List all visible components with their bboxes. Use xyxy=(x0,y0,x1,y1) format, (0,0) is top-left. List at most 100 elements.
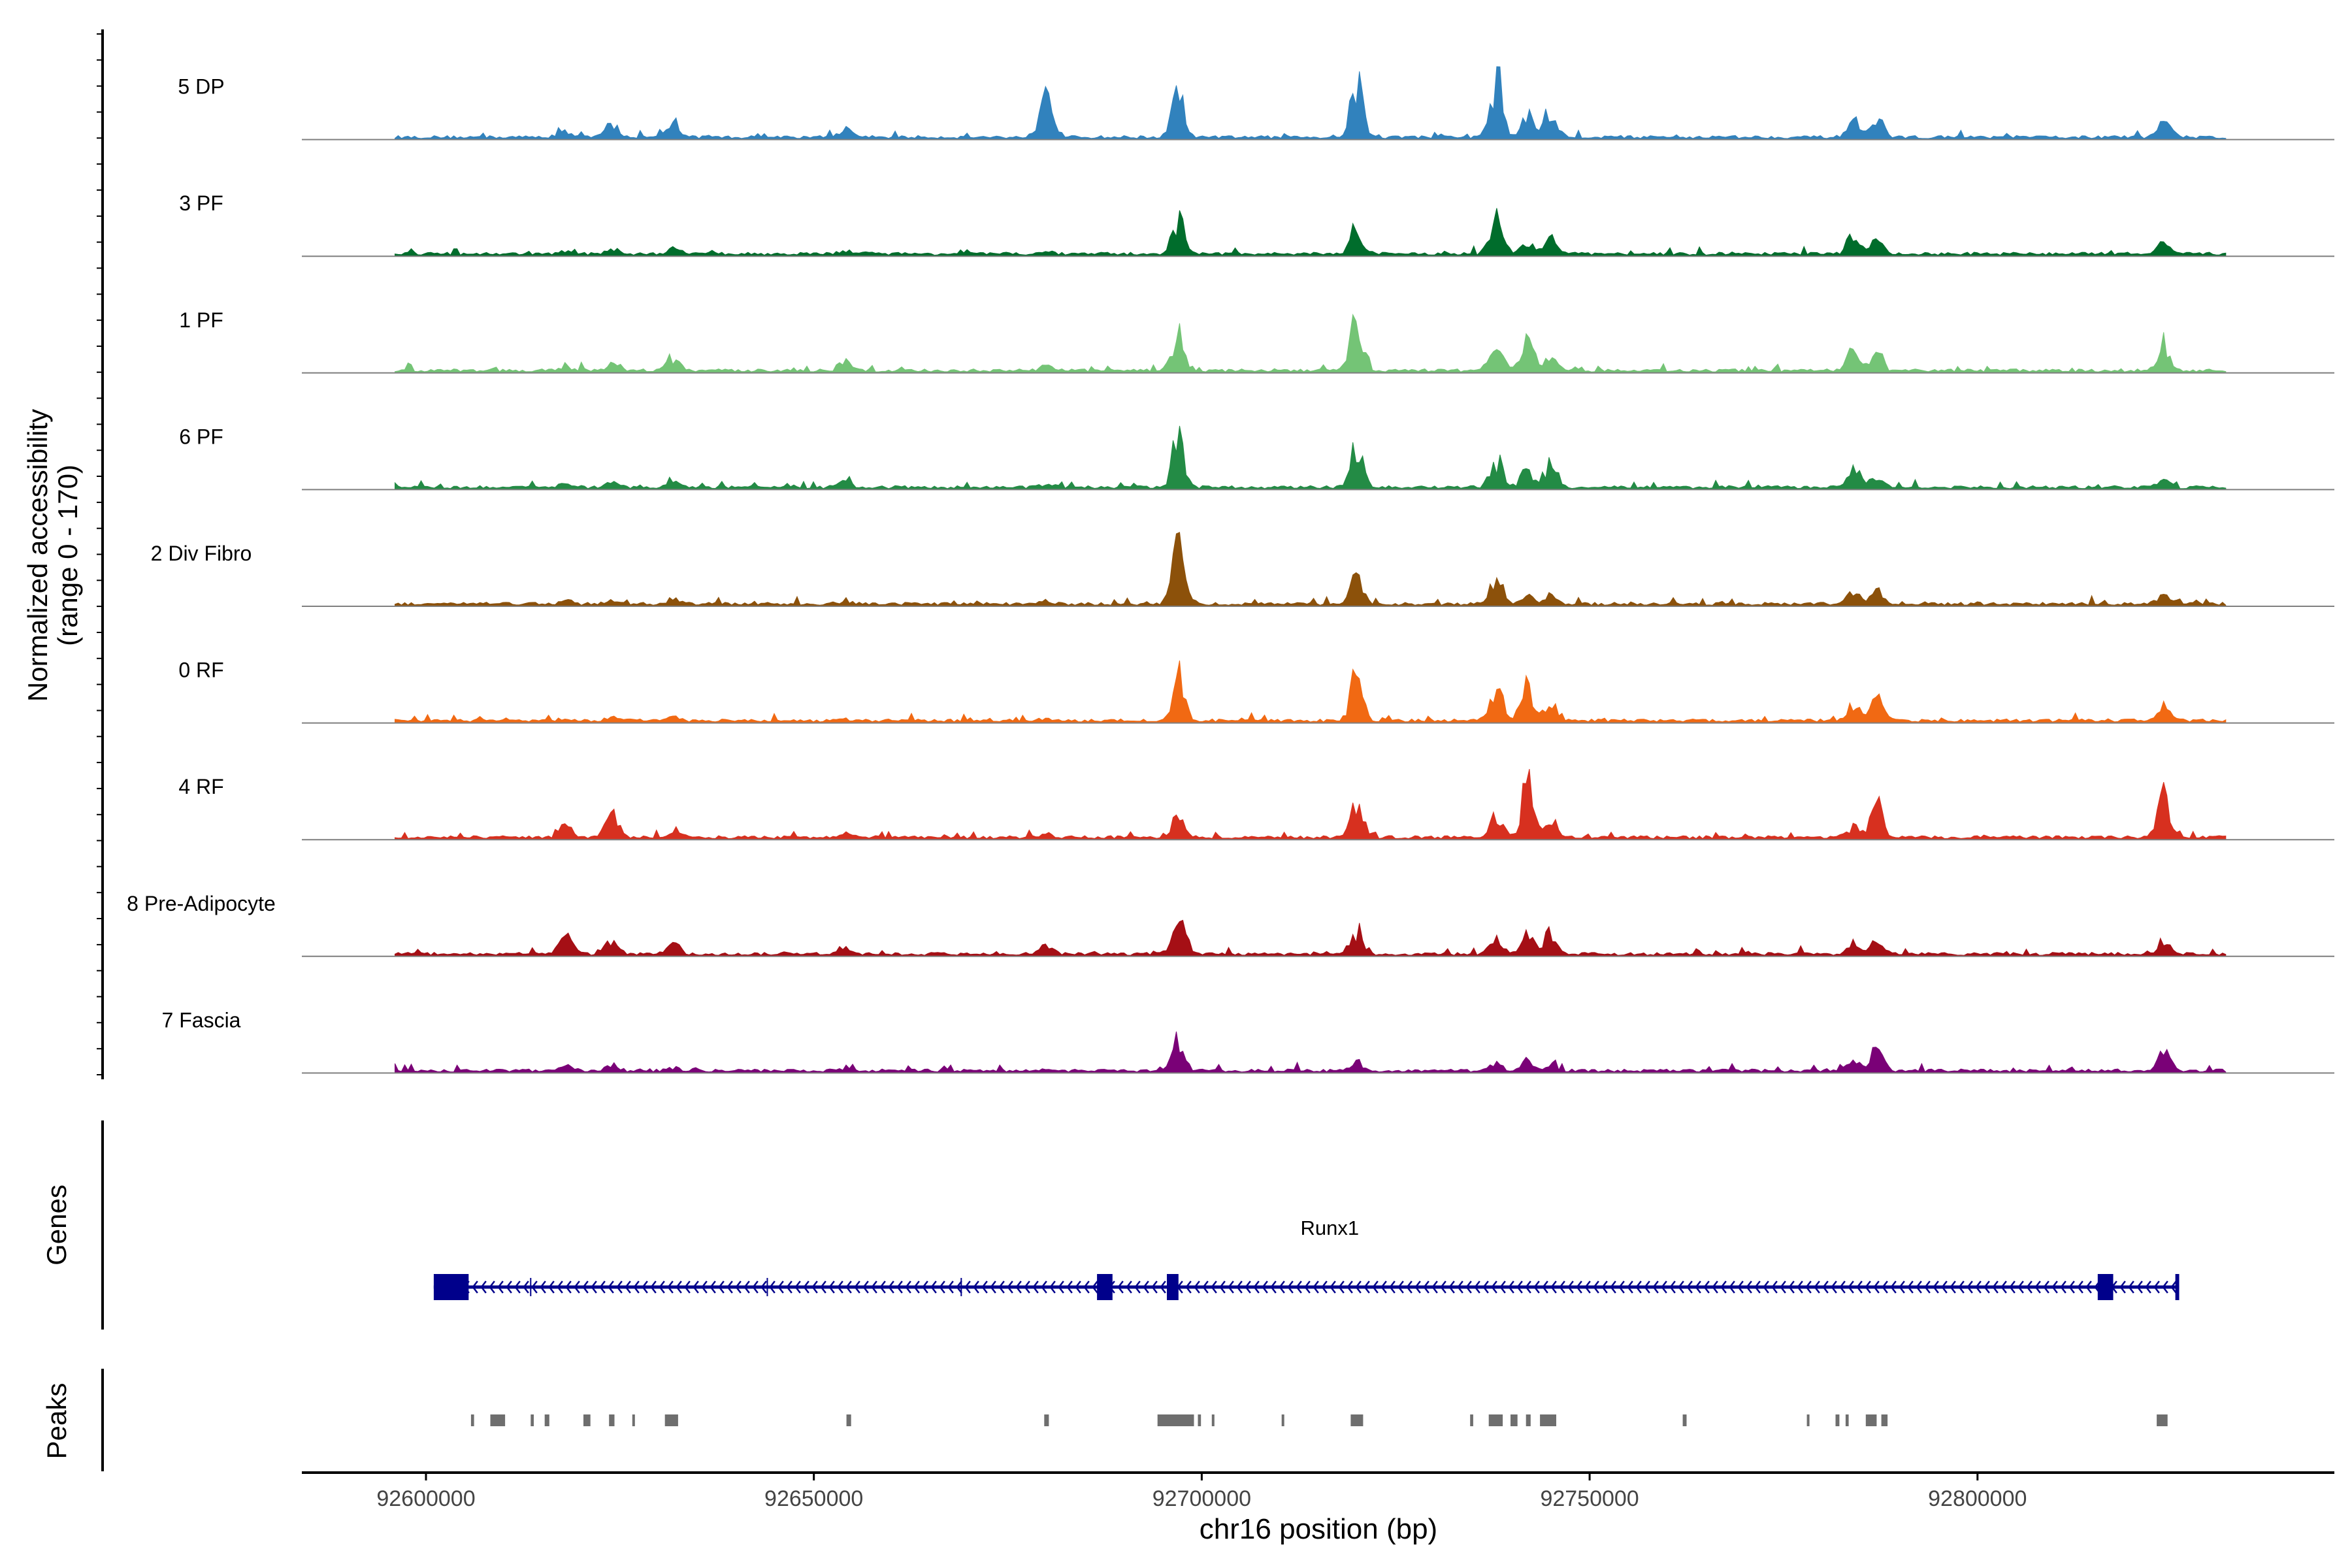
strand-chevron xyxy=(1771,1281,1778,1294)
strand-chevron xyxy=(531,1281,538,1294)
track-2: 1 PF xyxy=(179,308,2334,374)
strand-chevron xyxy=(633,1281,640,1294)
strand-chevron xyxy=(1627,1281,1633,1294)
strand-chevron xyxy=(2077,1281,2083,1294)
strand-chevron xyxy=(2145,1281,2151,1294)
peak-region-4 xyxy=(583,1414,591,1426)
track-label-2: 1 PF xyxy=(179,308,223,332)
strand-chevron xyxy=(684,1281,691,1294)
peak-region-22 xyxy=(1835,1414,1840,1426)
y-axis-label-line2: (range 0 - 170) xyxy=(52,465,83,646)
strand-chevron xyxy=(701,1281,708,1294)
x-axis-ticks: 92600000 92650000 92700000 92750000 92800000 xyxy=(376,1473,2027,1511)
strand-chevron xyxy=(2026,1281,2033,1294)
strand-chevron xyxy=(1984,1281,1990,1294)
track-label-3: 6 PF xyxy=(179,425,223,448)
strand-chevron xyxy=(1805,1281,1812,1294)
peak-region-9 xyxy=(1044,1414,1049,1426)
strand-chevron xyxy=(1967,1281,1973,1294)
strand-chevron xyxy=(1160,1281,1166,1294)
strand-chevron xyxy=(1950,1281,1956,1294)
peak-region-5 xyxy=(609,1414,615,1426)
peak-region-16 xyxy=(1488,1414,1503,1426)
strand-chevron xyxy=(1321,1281,1328,1294)
peak-region-10 xyxy=(1157,1414,1194,1426)
strand-chevron xyxy=(2162,1281,2168,1294)
track-1: 3 PF xyxy=(179,191,2334,257)
strand-chevron xyxy=(743,1281,750,1294)
strand-chevron xyxy=(1992,1281,1999,1294)
strand-chevron xyxy=(1330,1281,1336,1294)
strand-chevron xyxy=(1194,1281,1200,1294)
strand-chevron xyxy=(1117,1281,1124,1294)
peak-region-6 xyxy=(632,1414,635,1426)
track-0: 5 DP xyxy=(178,66,2334,140)
strand-chevron xyxy=(1380,1281,1387,1294)
peak-region-19 xyxy=(1540,1414,1556,1426)
strand-chevron xyxy=(981,1281,988,1294)
strand-chevron xyxy=(1737,1281,1744,1294)
strand-chevron xyxy=(1262,1281,1268,1294)
strand-chevron xyxy=(616,1281,623,1294)
strand-chevron xyxy=(1559,1281,1565,1294)
strand-chevron xyxy=(1729,1281,1735,1294)
gene-exon-0 xyxy=(433,1274,469,1300)
strand-chevron xyxy=(1525,1281,1531,1294)
strand-chevron xyxy=(1542,1281,1548,1294)
strand-chevron xyxy=(1389,1281,1396,1294)
strand-chevron xyxy=(1211,1281,1217,1294)
strand-chevron xyxy=(1219,1281,1226,1294)
strand-chevron xyxy=(1049,1281,1056,1294)
track-label-1: 3 PF xyxy=(179,191,223,215)
strand-chevron xyxy=(506,1281,512,1294)
strand-chevron xyxy=(1313,1281,1319,1294)
strand-chevron xyxy=(939,1281,945,1294)
strand-chevron xyxy=(557,1281,563,1294)
strand-chevron xyxy=(1720,1281,1727,1294)
strand-chevron xyxy=(1933,1281,1939,1294)
strand-chevron xyxy=(998,1281,1005,1294)
strand-chevron xyxy=(777,1281,784,1294)
strand-chevron xyxy=(1083,1281,1090,1294)
strand-chevron xyxy=(1143,1281,1149,1294)
strand-chevron xyxy=(1092,1281,1098,1294)
strand-chevron xyxy=(2001,1281,2007,1294)
strand-chevron xyxy=(1151,1281,1158,1294)
strand-chevron xyxy=(599,1281,606,1294)
track-label-4: 2 Div Fibro xyxy=(151,542,252,565)
peak-region-1 xyxy=(490,1414,506,1426)
peak-region-13 xyxy=(1281,1414,1284,1426)
strand-chevron xyxy=(1296,1281,1302,1294)
peak-region-25 xyxy=(1881,1414,1888,1426)
strand-chevron xyxy=(922,1281,928,1294)
peak-region-23 xyxy=(1845,1414,1849,1426)
peak-region-14 xyxy=(1350,1414,1364,1426)
y-axis-ticks xyxy=(97,33,103,1075)
coverage-area-0 xyxy=(395,66,2227,140)
strand-chevron xyxy=(1397,1281,1404,1294)
strand-chevron xyxy=(1686,1281,1693,1294)
strand-chevron xyxy=(1279,1281,1285,1294)
strand-chevron xyxy=(1270,1281,1277,1294)
strand-chevron xyxy=(845,1281,852,1294)
strand-chevron xyxy=(837,1281,843,1294)
strand-chevron xyxy=(1448,1281,1455,1294)
strand-chevron xyxy=(2153,1281,2160,1294)
track-7: 8 Pre-Adipocyte xyxy=(127,892,2334,957)
strand-chevron xyxy=(1907,1281,1914,1294)
strand-chevron xyxy=(786,1281,792,1294)
coverage-area-8 xyxy=(395,1031,2227,1073)
track-label-8: 7 Fascia xyxy=(162,1008,241,1032)
strand-chevron xyxy=(1431,1281,1438,1294)
strand-chevron xyxy=(514,1281,521,1294)
strand-chevron xyxy=(2136,1281,2143,1294)
strand-chevron xyxy=(888,1281,894,1294)
strand-chevron xyxy=(1916,1281,1922,1294)
track-label-0: 5 DP xyxy=(178,75,224,99)
strand-chevron xyxy=(1066,1281,1073,1294)
track-3: 6 PF xyxy=(179,425,2334,491)
strand-chevron xyxy=(1372,1281,1379,1294)
strand-chevron xyxy=(896,1281,903,1294)
track-6: 4 RF xyxy=(178,768,2334,841)
strand-chevron xyxy=(1457,1281,1463,1294)
